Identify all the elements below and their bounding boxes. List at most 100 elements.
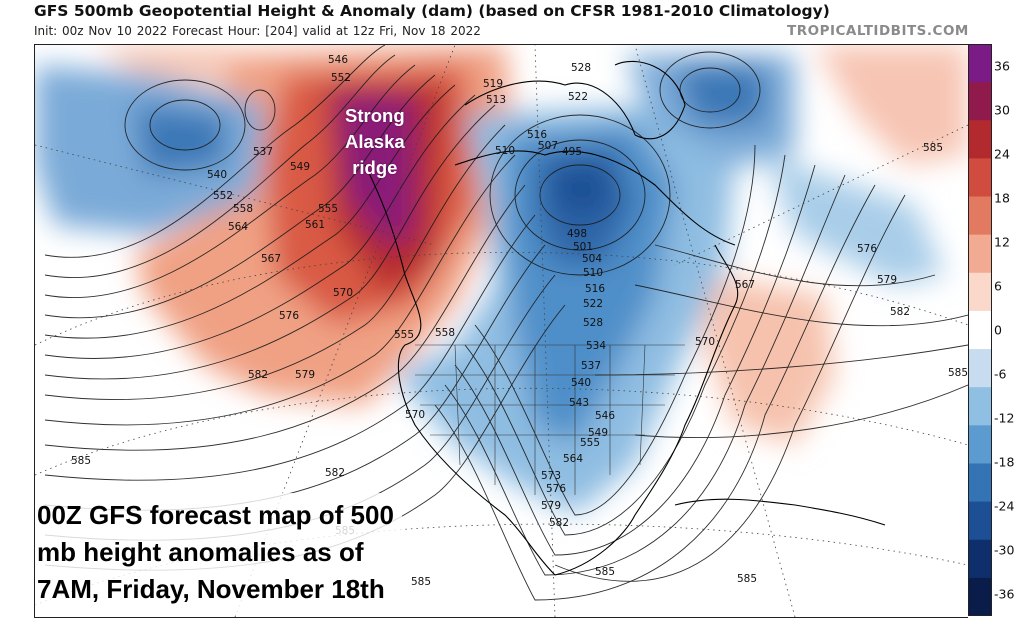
colorbar-segment [968, 310, 992, 350]
contour-label: 549 [290, 161, 310, 173]
map-subtitle: Init: 00z Nov 10 2022 Forecast Hour: [20… [34, 24, 481, 38]
colorbar-tick: -30 [994, 542, 1015, 558]
colorbar-border [968, 44, 992, 616]
colorbar-segment [968, 539, 992, 579]
contour-label: 561 [305, 219, 325, 231]
contour-label: 573 [541, 470, 561, 482]
contour-label: 585 [595, 566, 615, 578]
colorbar-tick: 18 [994, 190, 1010, 206]
anomaly-colorbar [968, 44, 992, 616]
contour-label: 513 [486, 94, 506, 106]
contour-label: 555 [394, 329, 414, 341]
ridge-annotation-line: Alaska [345, 131, 405, 152]
contour-label: 570 [695, 336, 715, 348]
contour-label: 516 [527, 129, 547, 141]
contour-label: 558 [233, 203, 253, 215]
contour-label: 537 [581, 360, 601, 372]
contour-label: 501 [573, 241, 593, 253]
contour-label: 540 [207, 169, 227, 181]
colorbar-ticks: 36 30 24 18 12 6 0 -6 -12 -18 -24 -30 -3… [992, 44, 1024, 616]
state-borders [415, 344, 685, 495]
contour-label: 507 [538, 140, 558, 152]
colorbar-segment [968, 577, 992, 616]
positive-anomaly-atlantic [705, 275, 835, 445]
map-caption: 00Z GFS forecast map of 500 mb height an… [35, 493, 402, 612]
contour-label: 555 [318, 203, 338, 215]
ridge-annotation-line: Strong [345, 105, 405, 126]
ridge-annotation-line: ridge [352, 157, 398, 178]
colorbar-tick: 24 [994, 146, 1010, 162]
contour-label: 582 [325, 467, 345, 479]
contour-label: 582 [549, 517, 569, 529]
contour-label: 582 [248, 369, 268, 381]
colorbar-segment [968, 44, 992, 83]
contour-label: 564 [228, 221, 248, 233]
contour-label: 582 [890, 306, 910, 318]
colorbar-tick: -18 [994, 454, 1015, 470]
height-contours [44, 45, 968, 601]
contour-label: 552 [213, 190, 233, 202]
contour-label: 579 [877, 274, 897, 286]
contour-label: 585 [411, 576, 431, 588]
contour-label: 540 [571, 377, 591, 389]
colorbar-tick: -6 [994, 366, 1007, 382]
anomaly-map: 546 552 537 540 552 558 564 549 555 561 … [34, 44, 968, 618]
colorbar-tick: -24 [994, 498, 1015, 514]
colorbar-tick: 36 [994, 58, 1010, 74]
colorbar-segment [968, 425, 992, 464]
lat-lon-grid [35, 45, 968, 617]
contour-label: 528 [583, 317, 603, 329]
colorbar-segment [968, 463, 992, 503]
contour-label: 522 [583, 298, 603, 310]
contour-label: 585 [948, 367, 968, 379]
contour-label: 585 [737, 573, 757, 585]
colorbar-tick: 30 [994, 102, 1010, 118]
contour-label: 567 [261, 253, 281, 265]
colorbar-segment [968, 387, 992, 426]
colorbar-tick: -12 [994, 410, 1015, 426]
contour-label: 567 [735, 279, 755, 291]
contour-label: 546 [328, 54, 348, 66]
contour-label: 519 [483, 78, 503, 90]
colorbar-segment [968, 82, 992, 121]
contour-label: 495 [562, 146, 582, 158]
contour-label: 546 [595, 410, 615, 422]
contour-label: 576 [546, 483, 566, 495]
map-title: GFS 500mb Geopotential Height & Anomaly … [34, 2, 830, 20]
contour-label: 558 [435, 327, 455, 339]
contour-label: 510 [583, 267, 603, 279]
contour-label: 576 [857, 243, 877, 255]
contour-label: 570 [405, 409, 425, 421]
contour-label: 522 [568, 91, 588, 103]
colorbar-tick: -36 [994, 586, 1015, 602]
contour-label: 537 [253, 146, 273, 158]
contour-label: 534 [586, 340, 606, 352]
contour-label: 579 [295, 369, 315, 381]
contour-label: 570 [333, 287, 353, 299]
colorbar-segment [968, 272, 992, 312]
contour-label: 585 [71, 455, 91, 467]
contour-label: 498 [567, 228, 587, 240]
contour-label: 543 [569, 397, 589, 409]
contour-label: 516 [585, 283, 605, 295]
colorbar-tick: 0 [994, 322, 1002, 338]
contour-label: 510 [495, 145, 515, 157]
map-canvas: 546 552 537 540 552 558 564 549 555 561 … [35, 45, 968, 617]
ridge-annotation: Strong Alaska ridge [345, 103, 405, 181]
contour-label: 579 [541, 500, 561, 512]
contour-label: 504 [582, 253, 602, 265]
contour-label: 585 [923, 142, 943, 154]
colorbar-segment [968, 234, 992, 274]
colorbar-tick: 12 [994, 234, 1010, 250]
contour-label: 528 [571, 62, 591, 74]
contour-label: 576 [279, 310, 299, 322]
caption-line: 00Z GFS forecast map of 500 [37, 500, 394, 530]
brand-watermark: TROPICALTIDBITS.COM [787, 23, 969, 39]
colorbar-segment [968, 120, 992, 159]
contour-label: 552 [331, 72, 351, 84]
contour-labels: 546 552 537 540 552 558 564 549 555 561 … [71, 54, 968, 588]
colorbar-segment [968, 501, 992, 541]
contour-label: 564 [563, 453, 583, 465]
colorbar-segment [968, 349, 992, 388]
caption-line: 7AM, Friday, November 18th [37, 574, 385, 604]
